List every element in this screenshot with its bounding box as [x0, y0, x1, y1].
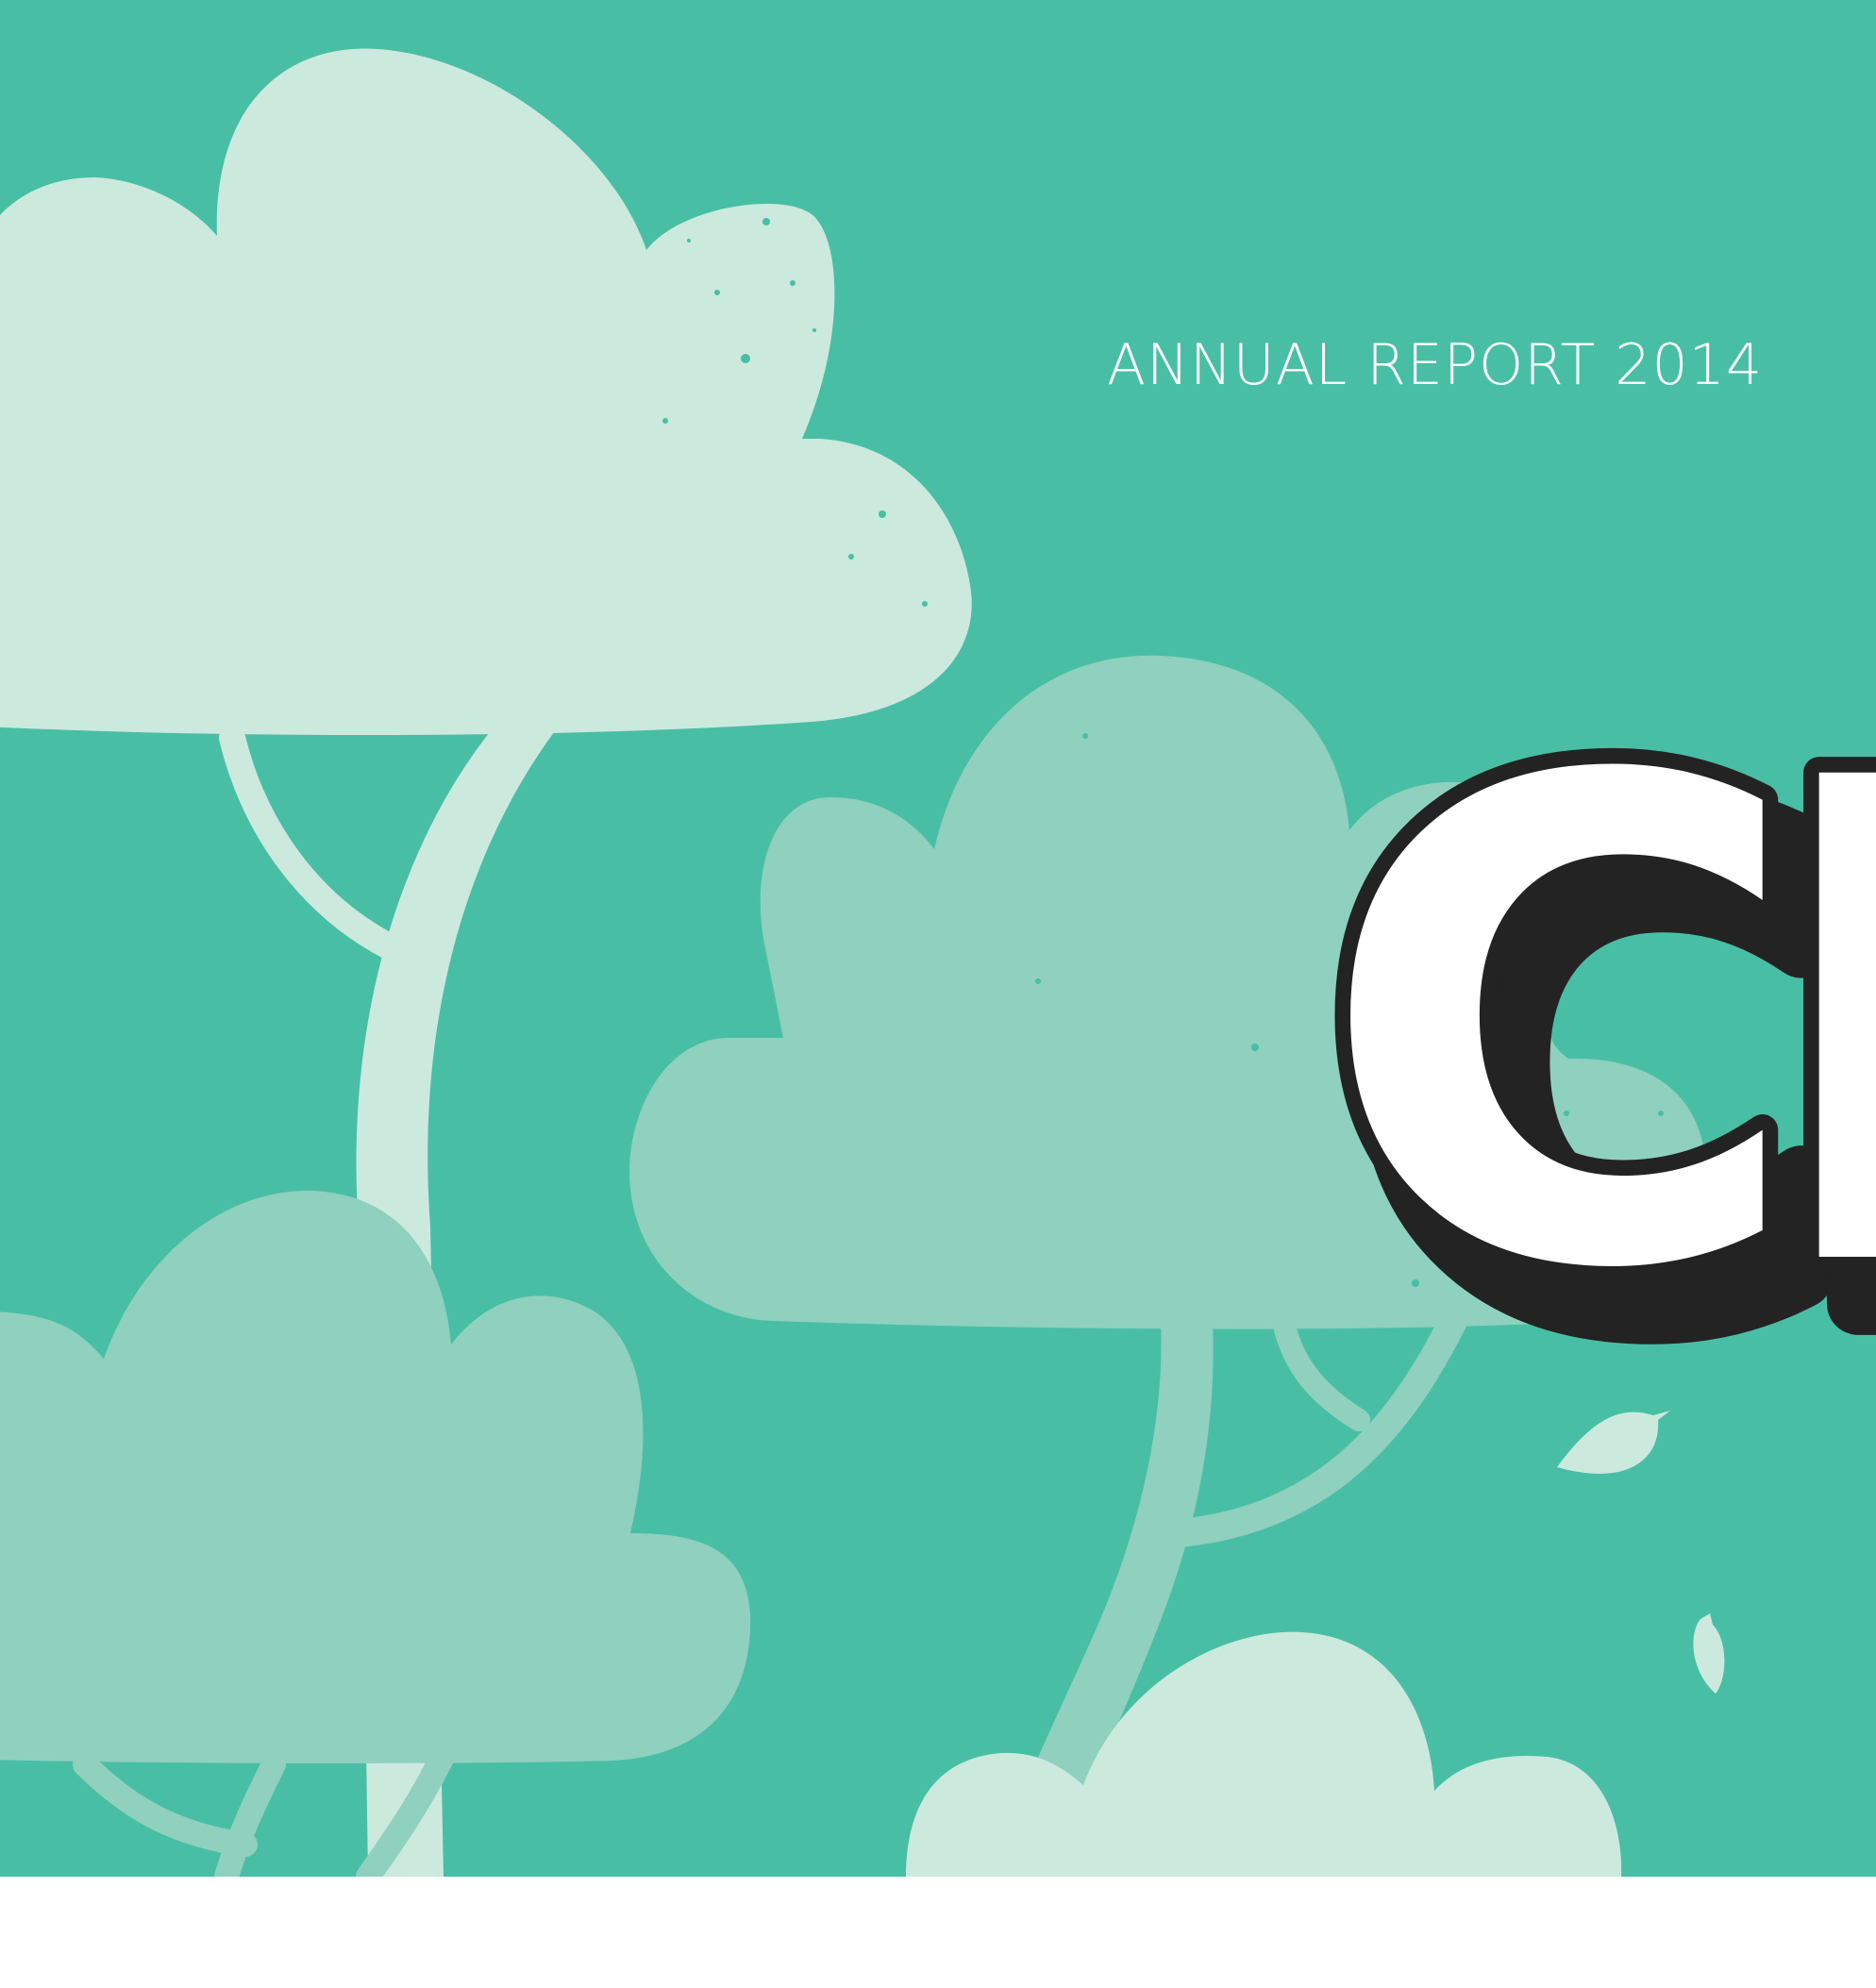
right-tree-branch-upper — [1272, 1310, 1370, 1431]
top-left-tree-crown — [0, 48, 972, 736]
leaf-icon — [1557, 1411, 1670, 1474]
bottom-tree-crown — [906, 1631, 1622, 1877]
right-tree-crown — [628, 655, 1707, 1329]
logo-shadow: CHEO — [1356, 688, 1876, 1462]
bottom-left-tree-branch — [73, 1752, 258, 1857]
annual-report-cover: CHEO CHEO ANNUAL REPORT 2014 — [0, 0, 1876, 1877]
bottom-left-tree-stem-right — [356, 1743, 456, 1877]
top-left-tree-texture — [662, 218, 928, 607]
cheo-logo: CHEO CHEO — [1301, 111, 1876, 1492]
logo-text: CHEO — [1317, 641, 1876, 1414]
leaf-icon — [1693, 1613, 1725, 1694]
right-tree-branch-lower — [1165, 1307, 1467, 1547]
bottom-left-tree-stem — [214, 1752, 286, 1877]
report-title: ANNUAL REPORT 2014 — [1106, 332, 1763, 398]
top-left-tree-branch — [219, 725, 402, 960]
right-tree-trunk — [991, 1321, 1214, 1877]
tree-illustration — [0, 0, 1876, 1877]
bottom-left-tree-crown — [0, 1190, 751, 1763]
right-tree-texture — [1035, 733, 1664, 1296]
